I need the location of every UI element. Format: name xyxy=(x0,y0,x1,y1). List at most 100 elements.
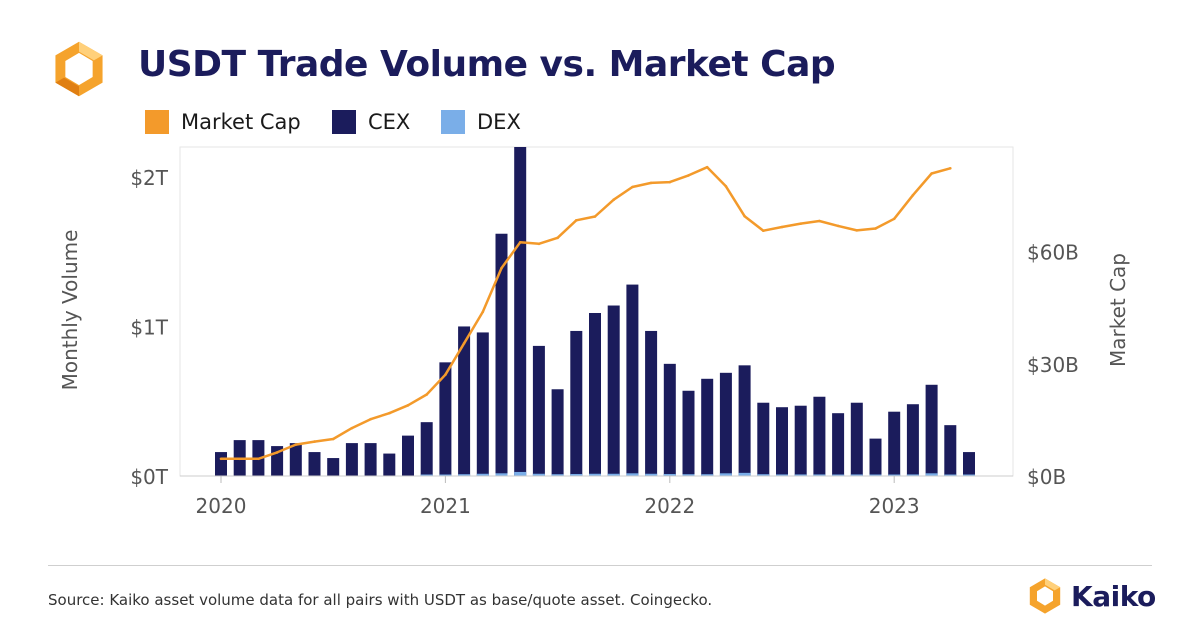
market-cap-point[interactable] xyxy=(892,217,896,221)
dex-bar[interactable] xyxy=(719,473,732,476)
market-cap-point[interactable] xyxy=(556,236,559,240)
cex-bar[interactable] xyxy=(439,362,452,476)
cex-bar[interactable] xyxy=(551,389,564,476)
dex-bar[interactable] xyxy=(551,474,564,476)
market-cap-point[interactable] xyxy=(388,411,391,415)
cex-bar[interactable] xyxy=(682,390,695,476)
dex-bar[interactable] xyxy=(439,474,452,477)
cex-bar[interactable] xyxy=(626,284,639,476)
market-cap-point[interactable] xyxy=(705,165,709,169)
dex-bar[interactable] xyxy=(495,473,508,476)
market-cap-point[interactable] xyxy=(818,219,821,223)
market-cap-point[interactable] xyxy=(481,310,485,314)
dex-bar[interactable] xyxy=(458,474,471,476)
cex-bar[interactable] xyxy=(719,372,732,476)
market-cap-point[interactable] xyxy=(444,373,447,376)
cex-bar[interactable] xyxy=(495,233,508,476)
cex-bar[interactable] xyxy=(476,332,489,476)
dex-bar[interactable] xyxy=(663,473,676,476)
market-cap-point[interactable] xyxy=(331,437,335,441)
market-cap-point[interactable] xyxy=(836,224,840,228)
cex-bar[interactable] xyxy=(308,452,321,476)
market-cap-point[interactable] xyxy=(500,266,503,270)
dex-bar[interactable] xyxy=(757,474,770,476)
cex-bar[interactable] xyxy=(645,330,658,476)
market-cap-point[interactable] xyxy=(930,172,933,175)
cex-bar[interactable] xyxy=(663,363,676,476)
cex-bar[interactable] xyxy=(345,443,358,476)
dex-bar[interactable] xyxy=(476,473,489,476)
cex-bar[interactable] xyxy=(888,411,901,476)
dex-bar[interactable] xyxy=(888,474,901,477)
dex-bar[interactable] xyxy=(589,473,601,476)
market-cap-point[interactable] xyxy=(631,185,634,189)
market-cap-point[interactable] xyxy=(313,440,316,443)
dex-bar[interactable] xyxy=(514,471,527,476)
cex-bar[interactable] xyxy=(215,452,227,476)
market-cap-point[interactable] xyxy=(687,174,690,177)
cex-bar[interactable] xyxy=(813,396,826,476)
market-cap-point[interactable] xyxy=(369,417,372,421)
cex-bar[interactable] xyxy=(869,438,882,476)
cex-bar[interactable] xyxy=(944,425,957,476)
market-cap-point[interactable] xyxy=(462,341,466,345)
market-cap-point[interactable] xyxy=(649,181,653,185)
cex-bar[interactable] xyxy=(402,435,414,476)
cex-bar[interactable] xyxy=(458,326,471,476)
market-cap-point[interactable] xyxy=(238,457,241,461)
cex-bar[interactable] xyxy=(738,365,751,476)
legend-item-dex[interactable]: DEX xyxy=(441,110,521,134)
market-cap-point[interactable] xyxy=(668,180,672,184)
market-cap-point[interactable] xyxy=(518,241,522,244)
cex-bar[interactable] xyxy=(757,402,770,476)
market-cap-point[interactable] xyxy=(780,225,784,229)
market-cap-point[interactable] xyxy=(724,184,728,188)
market-cap-point[interactable] xyxy=(537,242,541,246)
dex-bar[interactable] xyxy=(645,473,658,476)
market-cap-point[interactable] xyxy=(949,167,952,170)
dex-bar[interactable] xyxy=(626,473,639,476)
cex-bar[interactable] xyxy=(514,147,527,476)
dex-bar[interactable] xyxy=(701,474,714,476)
cex-bar[interactable] xyxy=(925,384,938,476)
cex-bar[interactable] xyxy=(963,452,975,476)
dex-bar[interactable] xyxy=(420,474,433,477)
dex-bar[interactable] xyxy=(925,473,938,476)
dex-bar[interactable] xyxy=(906,474,919,476)
market-cap-point[interactable] xyxy=(911,193,915,197)
market-cap-point[interactable] xyxy=(257,457,260,461)
dex-bar[interactable] xyxy=(869,474,882,477)
market-cap-point[interactable] xyxy=(799,222,802,225)
market-cap-point[interactable] xyxy=(593,215,597,218)
market-cap-point[interactable] xyxy=(874,227,877,230)
cex-bar[interactable] xyxy=(906,404,919,476)
dex-bar[interactable] xyxy=(682,474,695,476)
cex-bar[interactable] xyxy=(701,378,714,476)
dex-bar[interactable] xyxy=(794,474,807,476)
market-cap-point[interactable] xyxy=(575,218,578,222)
dex-bar[interactable] xyxy=(738,472,751,476)
legend-item-market-cap[interactable]: Market Cap xyxy=(145,110,301,134)
cex-bar[interactable] xyxy=(794,405,807,476)
market-cap-point[interactable] xyxy=(406,404,410,407)
dex-bar[interactable] xyxy=(532,473,545,476)
cex-bar[interactable] xyxy=(832,413,845,476)
market-cap-point[interactable] xyxy=(350,426,354,430)
cex-bar[interactable] xyxy=(589,312,601,476)
market-cap-point[interactable] xyxy=(275,451,279,454)
cex-bar[interactable] xyxy=(364,443,377,476)
market-cap-point[interactable] xyxy=(219,457,223,461)
market-cap-point[interactable] xyxy=(425,393,429,396)
market-cap-point[interactable] xyxy=(294,443,298,446)
dex-bar[interactable] xyxy=(813,474,826,476)
cex-bar[interactable] xyxy=(289,443,302,476)
dex-bar[interactable] xyxy=(944,474,957,477)
dex-bar[interactable] xyxy=(850,474,863,476)
market-cap-point[interactable] xyxy=(855,229,859,232)
legend-item-cex[interactable]: CEX xyxy=(332,110,410,134)
dex-bar[interactable] xyxy=(607,473,620,476)
cex-bar[interactable] xyxy=(420,422,433,476)
cex-bar[interactable] xyxy=(570,330,583,476)
dex-bar[interactable] xyxy=(776,474,788,476)
cex-bar[interactable] xyxy=(607,305,620,476)
